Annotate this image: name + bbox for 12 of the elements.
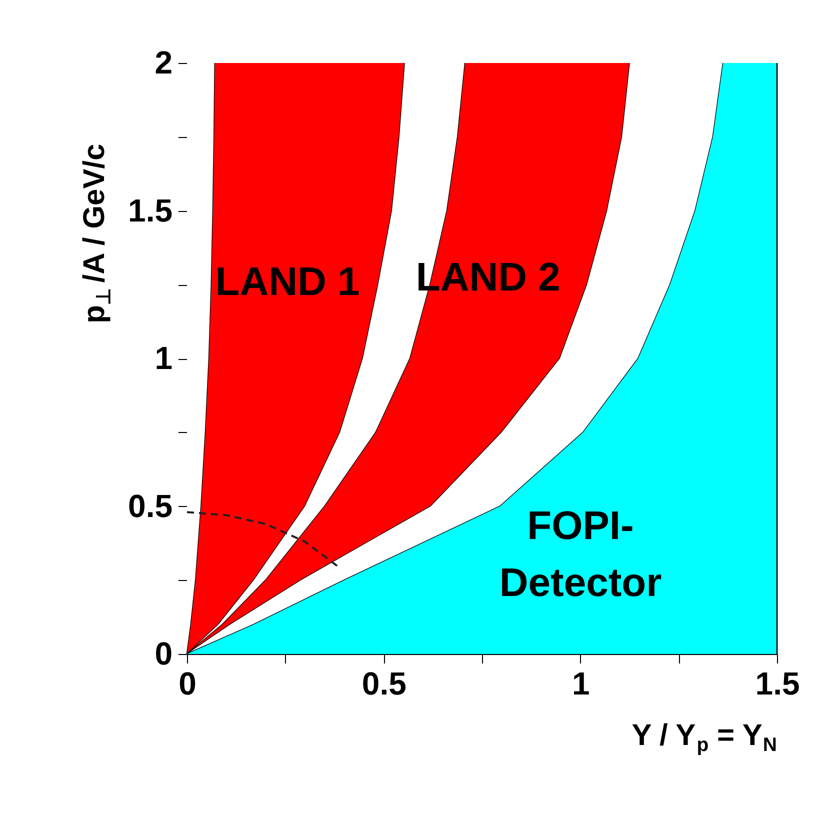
y-tick-label: 2: [154, 44, 172, 80]
y-tick-label: 0.5: [128, 488, 172, 524]
series-label: LAND 1: [215, 260, 360, 304]
x-tick-label: 0: [178, 666, 196, 702]
y-tick-label: 0: [154, 636, 172, 672]
x-tick-label: 0.5: [362, 666, 406, 702]
y-tick-label: 1: [154, 340, 172, 376]
series-label: FOPI-Detector: [499, 504, 662, 605]
y-axis-title: p⊥ /A / GeV/c: [78, 144, 115, 324]
x-tick-label: 1: [572, 666, 590, 702]
x-tick-label: 1.5: [755, 666, 800, 702]
y-tick-label: 1.5: [128, 192, 172, 228]
